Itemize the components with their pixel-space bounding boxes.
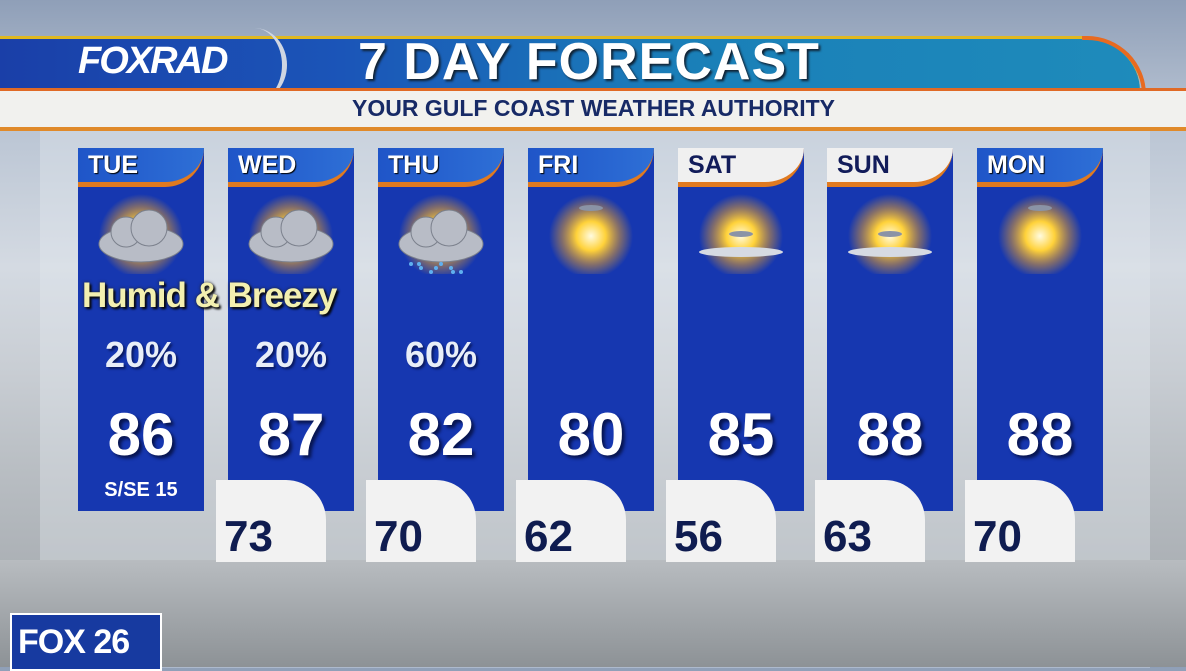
high-temp: 85 [707, 401, 775, 468]
subtitle: YOUR GULF COAST WEATHER AUTHORITY [352, 95, 835, 121]
day-header: WED [228, 148, 354, 187]
low-temp-box: 70 [366, 480, 476, 562]
day-header: SUN [827, 148, 953, 187]
rain-chance: 60% [404, 334, 478, 375]
day-header: MON [977, 148, 1103, 187]
day-label: SAT [688, 151, 737, 179]
low-temp: 70 [973, 512, 1022, 561]
low-temp: 62 [524, 512, 573, 561]
day-header: THU [378, 148, 504, 187]
high-temp: 87 [257, 401, 325, 468]
high-temp: 82 [407, 401, 475, 468]
mostly-sunny-icon [691, 194, 791, 278]
high-temp: 80 [557, 401, 625, 468]
rain-chance: 20% [104, 334, 178, 375]
day-column-sat: SAT 85 [678, 148, 804, 511]
page-title: 7 DAY FORECAST [358, 33, 820, 91]
low-temp: 63 [823, 512, 872, 561]
sunny-icon [990, 194, 1090, 278]
day-label: FRI [538, 151, 579, 179]
rain-chance: 20% [254, 334, 328, 375]
subtitle-bar [0, 88, 1186, 131]
title-bar [0, 36, 1146, 95]
foxrad-logo: FOXRAD [78, 40, 228, 82]
day-label: WED [238, 151, 297, 179]
partly-cloudy-icon [241, 194, 341, 278]
day-column-thu: THU 60% 82 [378, 148, 504, 511]
day-label: THU [388, 151, 440, 179]
low-temp: 73 [224, 512, 273, 561]
sunny-icon [541, 194, 641, 278]
day-column-fri: FRI 80 [528, 148, 654, 511]
day-header: TUE [78, 148, 204, 187]
day-label: SUN [837, 151, 890, 179]
low-temp-box: 56 [666, 480, 776, 562]
high-temp: 88 [1006, 401, 1074, 468]
day-column-tue: TUE 20% 86 S/SE 15 [78, 148, 204, 511]
low-temp-box: 73 [216, 480, 326, 562]
fox26-logo: FOX 26 [10, 613, 162, 671]
wind: S/SE 15 [104, 479, 178, 501]
day-header: FRI [528, 148, 654, 187]
low-temp-box: 63 [815, 480, 925, 562]
high-temp: 88 [856, 401, 924, 468]
radar-rings-icon [222, 28, 287, 102]
high-temp: 86 [107, 401, 175, 468]
low-temp-box: 62 [516, 480, 626, 562]
partly-cloudy-icon [91, 194, 191, 278]
low-temp: 70 [374, 512, 423, 561]
mostly-sunny-icon [840, 194, 940, 278]
rain-cloud-icon [391, 194, 491, 278]
day-label: MON [987, 151, 1046, 179]
low-temp-box: 70 [965, 480, 1075, 562]
day-column-mon: MON 88 [977, 148, 1103, 511]
day-header: SAT [678, 148, 804, 187]
day-label: TUE [88, 151, 138, 179]
low-temp: 56 [674, 512, 723, 561]
forecast-note: Humid & Breezy [82, 276, 337, 315]
day-column-sun: SUN 88 [827, 148, 953, 511]
day-column-wed: WED 20% 87 [228, 148, 354, 511]
background-road [0, 560, 1186, 667]
